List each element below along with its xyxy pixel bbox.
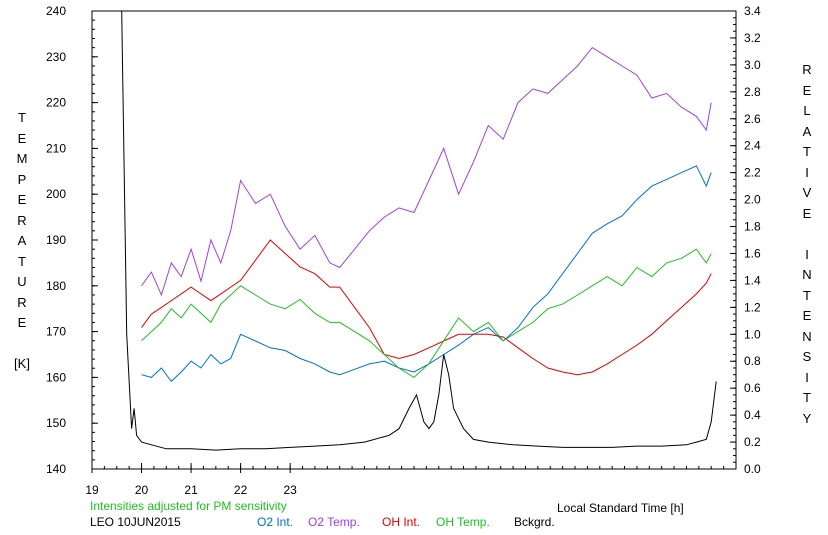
- y-axis-right-title-char: [797, 224, 817, 245]
- y-right-tick-label: 1.0: [744, 327, 761, 341]
- y-right-tick-label: 1.6: [744, 246, 761, 260]
- y-axis-right-title-char: L: [803, 103, 811, 118]
- y-axis-left-title-char: P: [17, 171, 27, 187]
- sensitivity-note: Intensities adjusted for PM sensitivity: [90, 499, 287, 513]
- y-axis-left-title-char: [12, 334, 32, 355]
- y-axis-right-title-char: N: [802, 328, 812, 344]
- y-axis-left-title-char: T: [18, 110, 26, 125]
- y-axis-right-title-char: E: [802, 205, 812, 221]
- y-right-tick-label: 0.2: [744, 435, 761, 449]
- y-axis-right-title-char: I: [805, 164, 809, 180]
- y-right-tick-label: 3.4: [744, 4, 761, 18]
- x-tick-label: 22: [234, 483, 248, 497]
- y-axis-left-title-char: E: [17, 315, 27, 330]
- y-right-tick-label: 2.6: [744, 112, 761, 126]
- y-left-tick-label: 190: [46, 233, 66, 247]
- y-right-tick-label: 2.8: [744, 85, 761, 99]
- x-tick-label: 20: [135, 483, 149, 497]
- y-axis-left-title-char: R: [17, 212, 27, 228]
- y-left-tick-label: 180: [46, 279, 66, 293]
- x-tick-label: 19: [85, 483, 99, 497]
- y-right-tick-label: 0.4: [744, 408, 761, 422]
- y-left-tick-label: 150: [46, 416, 66, 430]
- y-axis-left-title-char: R: [17, 294, 27, 310]
- x-tick-label: 21: [184, 483, 198, 497]
- y-right-tick-label: 2.0: [744, 193, 761, 207]
- y-axis-left-title-char: E: [17, 192, 27, 207]
- series-layer: [121, 10, 717, 451]
- y-axis-left-title-char: M: [16, 151, 28, 166]
- y-right-tick-label: 0.0: [744, 462, 761, 476]
- y-right-tick-label: 3.0: [744, 58, 761, 72]
- y-right-tick-label: 1.8: [744, 220, 761, 234]
- y-right-tick-label: 2.2: [744, 166, 761, 180]
- y-left-tick-label: 230: [46, 50, 66, 64]
- y-right-tick-label: 1.2: [744, 300, 761, 314]
- y-axis-left-title-char: U: [17, 274, 27, 289]
- legend-item: OH Temp.: [436, 515, 490, 529]
- y-axis-right-title-char: I: [805, 369, 809, 385]
- y-left-tick-label: 240: [46, 4, 66, 18]
- y-axis-right-title-char: Y: [802, 410, 812, 426]
- y-left-tick-label: 200: [46, 187, 66, 201]
- legend-item: O2 Temp.: [308, 515, 360, 529]
- y-axis-right-title-char: N: [802, 267, 812, 282]
- y-left-tick-label: 220: [46, 96, 66, 110]
- legend-item: Bckgrd.: [514, 515, 555, 529]
- axis-layer: 1920212223012345678140150160170180190200…: [46, 4, 761, 497]
- y-axis-right-title-char: A: [802, 123, 812, 139]
- y-right-tick-label: 2.4: [744, 139, 761, 153]
- station-label: LEO 10JUN2015: [90, 515, 181, 529]
- y-axis-right-title-char: I: [805, 246, 809, 262]
- legend-item: O2 Int.: [257, 515, 294, 529]
- y-axis-right-title-char: V: [802, 185, 812, 200]
- series-line-o2-temp: [141, 46, 712, 297]
- series-line-o2-int: [141, 165, 712, 383]
- series-line-oh-temp: [141, 248, 712, 379]
- y-axis-left-title-char: T: [18, 253, 26, 269]
- y-axis-left-title-char: E: [17, 130, 27, 146]
- y-right-tick-label: 3.2: [744, 31, 761, 45]
- y-axis-right-title-char: R: [802, 62, 812, 77]
- y-left-tick-label: 160: [46, 370, 66, 384]
- y-axis-right-title-char: T: [803, 287, 811, 303]
- y-right-tick-label: 0.8: [744, 354, 761, 368]
- y-left-tick-label: 170: [46, 325, 66, 339]
- y-axis-left-title-char: A: [17, 233, 27, 248]
- y-axis-right-title-char: S: [802, 349, 812, 364]
- y-axis-left-title-char: [K]: [14, 356, 30, 371]
- y-right-tick-label: 1.4: [744, 273, 761, 287]
- x-axis-title: Local Standard Time [h]: [557, 501, 684, 515]
- x-tick-label: 23: [283, 483, 297, 497]
- y-axis-right-title-char: T: [803, 144, 811, 159]
- legend-item: OH Int.: [382, 515, 421, 529]
- series-line-bckgrd: [121, 10, 717, 451]
- y-axis-right-title-char: T: [803, 390, 811, 405]
- series-line-oh-int: [141, 239, 712, 376]
- y-left-tick-label: 140: [46, 462, 66, 476]
- y-axis-right-title-char: E: [802, 82, 812, 98]
- y-axis-right-title-char: E: [802, 308, 812, 323]
- y-right-tick-label: 0.6: [744, 381, 761, 395]
- y-left-tick-label: 210: [46, 141, 66, 155]
